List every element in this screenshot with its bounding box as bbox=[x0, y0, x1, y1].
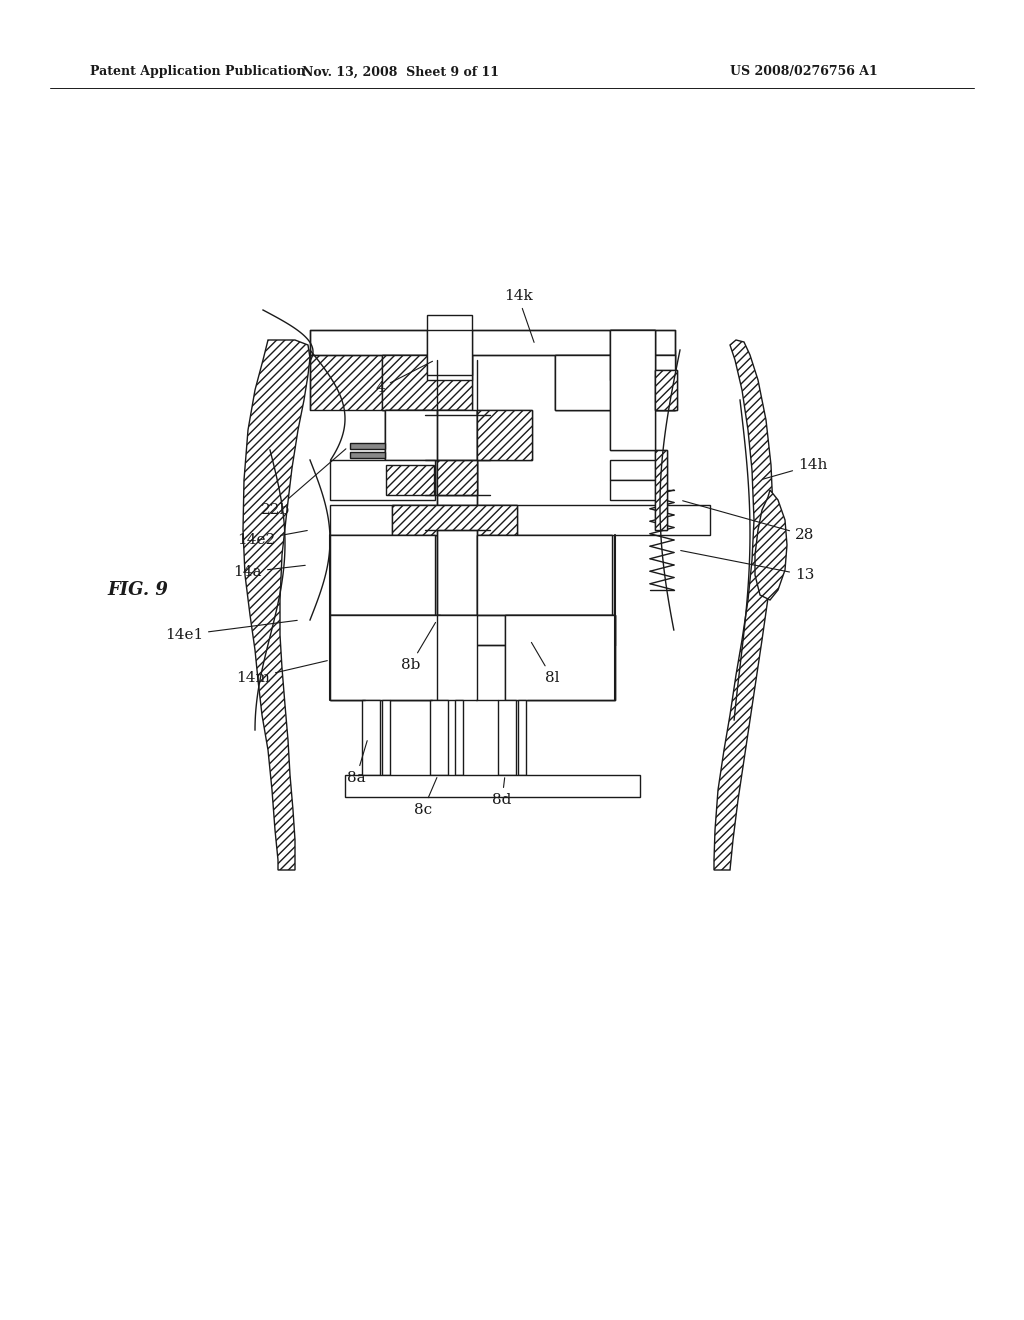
Bar bbox=[477, 535, 612, 615]
Bar bbox=[555, 355, 675, 411]
Bar bbox=[610, 330, 655, 380]
Text: 14a: 14a bbox=[233, 565, 305, 579]
Bar bbox=[437, 459, 477, 495]
Bar bbox=[455, 700, 463, 775]
Bar bbox=[477, 411, 532, 459]
Bar bbox=[655, 450, 667, 531]
Bar bbox=[330, 535, 435, 615]
Bar bbox=[437, 459, 477, 495]
Bar bbox=[345, 775, 640, 797]
Text: 14h: 14h bbox=[763, 458, 827, 479]
Text: 22b: 22b bbox=[261, 449, 346, 517]
Bar bbox=[386, 465, 434, 495]
Bar bbox=[610, 330, 655, 450]
Bar bbox=[350, 444, 385, 449]
Text: US 2008/0276756 A1: US 2008/0276756 A1 bbox=[730, 66, 878, 78]
Bar bbox=[330, 615, 440, 700]
Bar bbox=[477, 411, 532, 459]
Bar bbox=[437, 411, 477, 531]
Bar bbox=[477, 535, 612, 615]
Text: 14m: 14m bbox=[237, 660, 328, 685]
Text: 8b: 8b bbox=[400, 623, 435, 672]
Bar bbox=[555, 350, 675, 411]
Bar bbox=[518, 700, 526, 775]
Polygon shape bbox=[714, 341, 773, 870]
Bar bbox=[430, 700, 449, 775]
Bar bbox=[392, 506, 517, 535]
Bar bbox=[330, 615, 615, 645]
Text: Nov. 13, 2008  Sheet 9 of 11: Nov. 13, 2008 Sheet 9 of 11 bbox=[301, 66, 499, 78]
Bar bbox=[385, 411, 430, 459]
Bar bbox=[382, 355, 472, 411]
Bar bbox=[310, 350, 420, 411]
Bar bbox=[655, 370, 677, 411]
Text: 13: 13 bbox=[681, 550, 814, 582]
Bar bbox=[505, 615, 615, 700]
Bar bbox=[505, 615, 615, 700]
Bar bbox=[437, 531, 477, 615]
Text: 28: 28 bbox=[683, 500, 814, 543]
Bar bbox=[330, 535, 435, 615]
Bar bbox=[610, 330, 655, 450]
Bar bbox=[350, 451, 385, 458]
Bar bbox=[610, 480, 665, 500]
Bar bbox=[655, 450, 667, 531]
Bar bbox=[392, 506, 517, 535]
Polygon shape bbox=[755, 490, 787, 601]
Bar bbox=[610, 459, 665, 480]
Text: 14e2: 14e2 bbox=[237, 531, 307, 546]
Bar bbox=[382, 700, 390, 775]
Polygon shape bbox=[243, 341, 310, 870]
Bar bbox=[437, 615, 477, 700]
Text: 14k: 14k bbox=[504, 289, 535, 342]
Bar bbox=[330, 506, 710, 535]
Bar bbox=[427, 315, 472, 380]
Bar bbox=[310, 330, 675, 355]
Text: 8d: 8d bbox=[493, 777, 512, 807]
Bar bbox=[498, 700, 516, 775]
Text: 8a: 8a bbox=[347, 741, 368, 785]
Bar bbox=[362, 700, 380, 775]
Bar bbox=[655, 370, 677, 411]
Bar bbox=[427, 330, 472, 375]
Bar bbox=[385, 411, 465, 459]
Text: 4: 4 bbox=[375, 362, 432, 395]
Text: Patent Application Publication: Patent Application Publication bbox=[90, 66, 305, 78]
Bar bbox=[330, 459, 435, 500]
Bar bbox=[382, 355, 472, 411]
Bar bbox=[330, 615, 440, 700]
Text: 14e1: 14e1 bbox=[165, 620, 297, 642]
Text: FIG. 9: FIG. 9 bbox=[108, 581, 168, 599]
Text: 8l: 8l bbox=[531, 643, 559, 685]
Text: 8c: 8c bbox=[414, 777, 437, 817]
Bar bbox=[555, 355, 675, 411]
Bar bbox=[385, 411, 465, 459]
